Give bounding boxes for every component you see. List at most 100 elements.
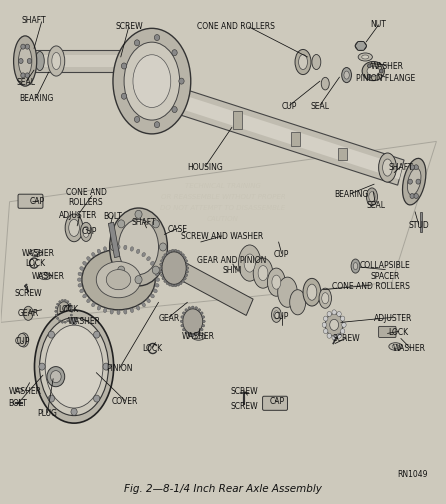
- Ellipse shape: [80, 289, 84, 293]
- Ellipse shape: [186, 263, 189, 266]
- Ellipse shape: [166, 251, 169, 254]
- Ellipse shape: [186, 267, 189, 269]
- Ellipse shape: [161, 260, 163, 262]
- Ellipse shape: [97, 306, 101, 310]
- Text: Fig. 2—8-1/4 Inch Rear Axle Assembly: Fig. 2—8-1/4 Inch Rear Axle Assembly: [124, 484, 322, 494]
- Ellipse shape: [185, 309, 188, 311]
- Ellipse shape: [351, 259, 360, 273]
- Ellipse shape: [70, 306, 72, 308]
- Text: SEAL: SEAL: [17, 78, 36, 87]
- Circle shape: [368, 74, 371, 78]
- Ellipse shape: [30, 249, 42, 257]
- Ellipse shape: [162, 277, 165, 280]
- Ellipse shape: [160, 263, 162, 266]
- Circle shape: [25, 73, 29, 78]
- Ellipse shape: [76, 318, 87, 325]
- Circle shape: [327, 333, 331, 338]
- Circle shape: [414, 165, 418, 170]
- Text: SHAFT: SHAFT: [388, 163, 413, 172]
- Ellipse shape: [35, 51, 44, 71]
- Ellipse shape: [18, 46, 32, 76]
- Ellipse shape: [65, 214, 83, 242]
- Ellipse shape: [169, 284, 171, 286]
- Ellipse shape: [153, 289, 157, 293]
- Text: PINION FLANGE: PINION FLANGE: [355, 74, 415, 83]
- Ellipse shape: [147, 299, 150, 302]
- Polygon shape: [27, 55, 152, 67]
- Ellipse shape: [55, 310, 57, 312]
- Text: GEAR: GEAR: [158, 314, 179, 323]
- Ellipse shape: [184, 277, 186, 280]
- Ellipse shape: [21, 336, 26, 344]
- Circle shape: [337, 333, 341, 338]
- Ellipse shape: [181, 316, 184, 318]
- Ellipse shape: [344, 71, 349, 79]
- Ellipse shape: [23, 306, 33, 321]
- Text: LOCK: LOCK: [388, 328, 409, 337]
- Circle shape: [134, 40, 140, 46]
- Ellipse shape: [97, 249, 101, 254]
- Ellipse shape: [162, 252, 186, 284]
- Text: HOUSING: HOUSING: [187, 163, 223, 172]
- Ellipse shape: [106, 270, 131, 290]
- Ellipse shape: [383, 159, 392, 176]
- Ellipse shape: [55, 306, 58, 308]
- Text: CAP: CAP: [270, 397, 285, 406]
- Text: WASHER: WASHER: [182, 332, 215, 341]
- Ellipse shape: [57, 318, 59, 320]
- Ellipse shape: [13, 36, 37, 86]
- Polygon shape: [291, 132, 300, 146]
- Ellipse shape: [117, 245, 120, 249]
- Text: CONE AND
ROLLERS: CONE AND ROLLERS: [66, 188, 107, 208]
- Polygon shape: [233, 111, 242, 129]
- Ellipse shape: [188, 334, 191, 336]
- Circle shape: [39, 363, 45, 370]
- Ellipse shape: [67, 320, 69, 322]
- Text: COVER: COVER: [112, 397, 138, 406]
- Ellipse shape: [183, 309, 203, 334]
- Ellipse shape: [169, 250, 171, 253]
- Ellipse shape: [142, 253, 145, 257]
- Text: CONE AND ROLLERS: CONE AND ROLLERS: [198, 22, 275, 31]
- Ellipse shape: [180, 320, 183, 323]
- Ellipse shape: [188, 307, 191, 309]
- Circle shape: [19, 58, 23, 64]
- Ellipse shape: [362, 61, 384, 81]
- Circle shape: [50, 370, 61, 383]
- Text: SHAFT: SHAFT: [22, 16, 46, 25]
- Circle shape: [47, 366, 65, 387]
- Text: PINION: PINION: [107, 364, 133, 373]
- Ellipse shape: [124, 245, 127, 249]
- Circle shape: [172, 106, 177, 112]
- Ellipse shape: [136, 306, 140, 310]
- Ellipse shape: [69, 303, 71, 305]
- Text: NUT: NUT: [371, 20, 387, 29]
- Ellipse shape: [244, 254, 255, 272]
- Ellipse shape: [278, 277, 297, 307]
- Ellipse shape: [83, 226, 89, 237]
- Circle shape: [21, 44, 25, 49]
- Text: SHAFT: SHAFT: [132, 218, 156, 227]
- Ellipse shape: [110, 208, 167, 286]
- Circle shape: [414, 194, 418, 199]
- Ellipse shape: [322, 293, 329, 304]
- Ellipse shape: [182, 280, 184, 282]
- Circle shape: [71, 408, 77, 415]
- Polygon shape: [1, 142, 437, 323]
- Text: PLUG: PLUG: [37, 409, 58, 418]
- Circle shape: [408, 179, 413, 184]
- Circle shape: [71, 318, 77, 325]
- Circle shape: [332, 335, 336, 340]
- Ellipse shape: [78, 284, 82, 287]
- Circle shape: [118, 220, 125, 228]
- Ellipse shape: [117, 310, 120, 314]
- Ellipse shape: [110, 309, 113, 314]
- Ellipse shape: [156, 278, 160, 281]
- Text: BEARING: BEARING: [19, 94, 54, 103]
- Text: CASE: CASE: [168, 225, 188, 234]
- Ellipse shape: [239, 245, 261, 281]
- Text: CUP: CUP: [282, 102, 297, 111]
- Text: STUD: STUD: [408, 221, 429, 230]
- Circle shape: [135, 276, 142, 284]
- Ellipse shape: [71, 310, 73, 312]
